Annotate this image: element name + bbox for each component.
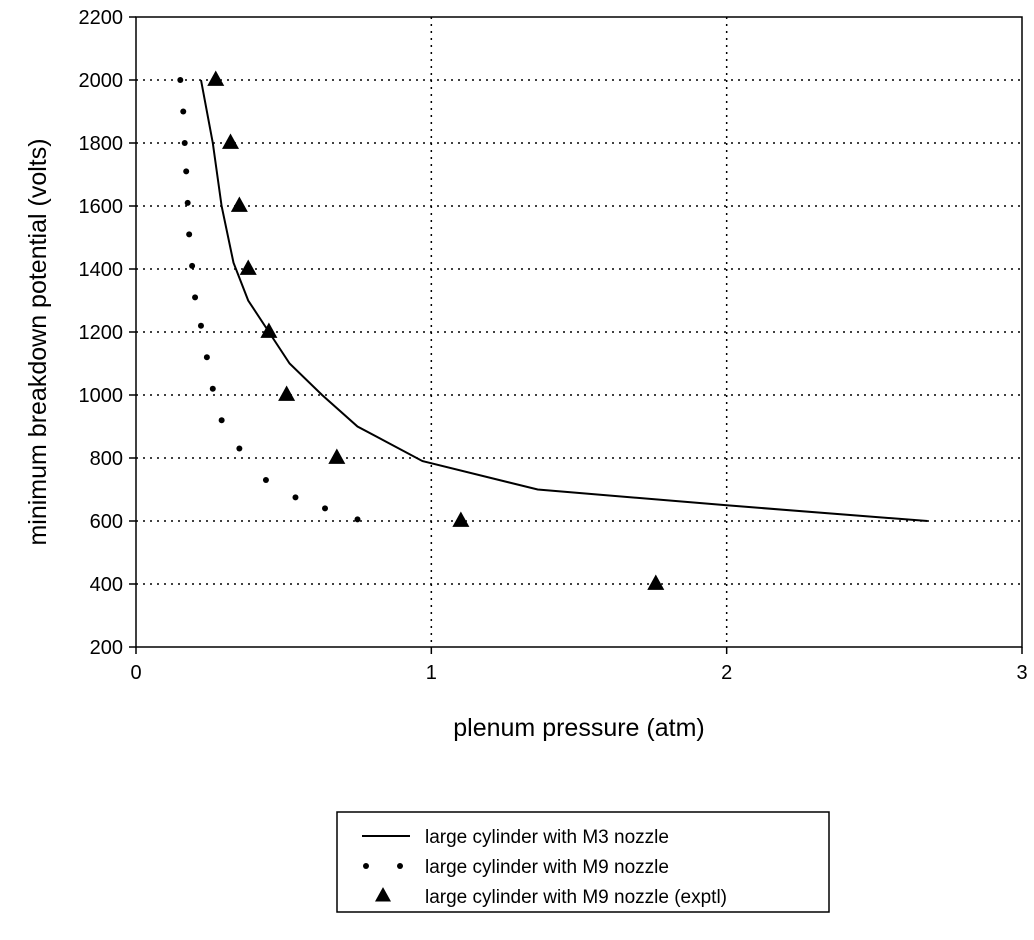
series-line-m3-nozzle — [200, 79, 928, 522]
legend-label: large cylinder with M9 nozzle — [425, 857, 669, 878]
legend-swatch-triangle — [375, 887, 391, 902]
series-point-m9-nozzle — [197, 322, 204, 329]
y-tick-label: 400 — [90, 574, 123, 596]
y-tick-label: 800 — [90, 448, 123, 470]
x-tick-label: 1 — [426, 662, 437, 684]
series-layer — [177, 70, 928, 590]
series-point-m9-exptl — [207, 70, 225, 86]
y-axis-ticks: 200 400 600 800 1000 1200 1400 1600 1800 2000 2200 — [79, 7, 136, 659]
series-point-m9-nozzle — [177, 77, 184, 83]
series-point-m9-exptl — [328, 448, 346, 464]
x-tick-label: 3 — [1016, 662, 1027, 684]
series-point-m9-nozzle — [186, 231, 193, 238]
series-point-m9-exptl — [260, 322, 278, 338]
legend: large cylinder with M3 nozzle large cylin… — [336, 811, 830, 913]
series-point-m9-nozzle — [184, 199, 191, 206]
legend-items: large cylinder with M3 nozzle large cylin… — [362, 827, 727, 908]
series-point-m9-exptl — [278, 385, 296, 401]
series-point-m9-nozzle — [322, 505, 329, 512]
y-tick-label: 200 — [90, 637, 123, 659]
y-tick-label: 1000 — [79, 385, 124, 407]
series-point-m9-nozzle — [218, 417, 225, 424]
series-point-m9-nozzle — [180, 108, 187, 115]
series-point-m9-nozzle — [209, 385, 216, 392]
y-tick-label: 1800 — [79, 133, 124, 155]
x-axis-ticks: 0 1 2 3 — [130, 647, 1028, 684]
y-tick-label: 2200 — [79, 7, 124, 29]
y-tick-label: 1200 — [79, 322, 124, 344]
series-point-m9-nozzle — [354, 516, 361, 523]
y-axis-title: minimum breakdown potential (volts) — [24, 138, 52, 545]
legend-box — [336, 811, 830, 913]
x-tick-label: 2 — [721, 662, 732, 684]
x-axis-title: plenum pressure (atm) — [453, 714, 704, 742]
x-tick-label: 0 — [130, 662, 141, 684]
legend-swatch-dot — [363, 863, 369, 869]
legend-label: large cylinder with M3 nozzle — [425, 827, 669, 848]
series-point-m9-nozzle — [181, 140, 188, 146]
series-point-m9-nozzle — [189, 262, 196, 269]
series-point-m9-nozzle — [262, 477, 269, 484]
series-point-m9-nozzle — [203, 354, 210, 361]
legend-swatch-dot — [397, 863, 403, 869]
series-point-m9-exptl — [647, 574, 665, 590]
series-point-m9-exptl — [452, 511, 470, 527]
legend-label: large cylinder with M9 nozzle (exptl) — [425, 887, 727, 908]
series-point-m9-nozzle — [292, 494, 299, 501]
series-point-m9-nozzle — [192, 294, 199, 301]
series-point-m9-exptl — [239, 259, 257, 275]
y-tick-label: 1400 — [79, 259, 124, 281]
series-point-m9-nozzle — [236, 445, 243, 452]
y-tick-label: 1600 — [79, 196, 124, 218]
y-tick-label: 2000 — [79, 70, 124, 92]
y-tick-label: 600 — [90, 511, 123, 533]
series-point-m9-exptl — [222, 133, 240, 149]
series-point-m9-exptl — [230, 196, 248, 212]
series-point-m9-nozzle — [183, 168, 190, 175]
